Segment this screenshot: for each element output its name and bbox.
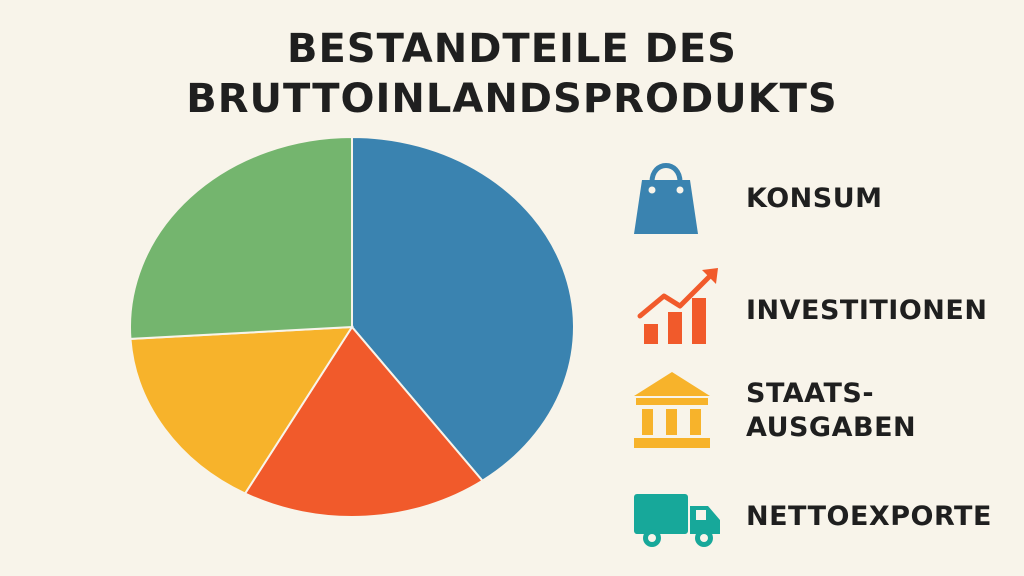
legend-label-nettoexporte: NETTOEXPORTE xyxy=(746,472,1016,562)
legend-label-staatsausgaben-line-2: AUSGABEN xyxy=(746,412,917,443)
legend-item-staatsausgaben: STAATS- AUSGABEN xyxy=(630,366,1020,456)
chart-title: BESTANDTEILE DES BRUTTOINLANDSPRODUKTS xyxy=(0,24,1024,124)
delivery-truck-icon xyxy=(634,494,720,547)
shopping-bag-icon xyxy=(634,163,698,234)
chart-title-line-1: BESTANDTEILE DES xyxy=(286,26,737,72)
legend-label-investitionen-line-1: INVESTITIONEN xyxy=(746,295,988,326)
bar-chart-arrow-icon xyxy=(637,268,718,344)
legend-label-nettoexporte-line-1: NETTOEXPORTE xyxy=(746,501,992,532)
government-building-icon xyxy=(634,372,710,448)
legend-label-investitionen: INVESTITIONEN xyxy=(746,266,1016,356)
legend-label-konsum: KONSUM xyxy=(746,154,1016,244)
chart-title-line-2: BRUTTOINLANDSPRODUKTS xyxy=(186,76,838,122)
legend-item-nettoexporte: NETTOEXPORTE xyxy=(630,472,1020,562)
legend-label-staatsausgaben-line-1: STAATS- xyxy=(746,378,875,409)
pie-slice-staatsausgaben xyxy=(129,135,353,340)
pie-slice-konsum xyxy=(351,135,575,483)
legend-item-investitionen: INVESTITIONEN xyxy=(630,266,1020,356)
legend-label-konsum-line-1: KONSUM xyxy=(746,183,883,214)
pie-slice-investitionen xyxy=(129,325,354,495)
pie-slice-nettoexporte xyxy=(243,325,485,518)
legend-item-konsum: KONSUM xyxy=(630,154,1020,244)
pie-chart xyxy=(129,135,575,518)
legend-label-staatsausgaben: STAATS- AUSGABEN xyxy=(746,366,1016,456)
